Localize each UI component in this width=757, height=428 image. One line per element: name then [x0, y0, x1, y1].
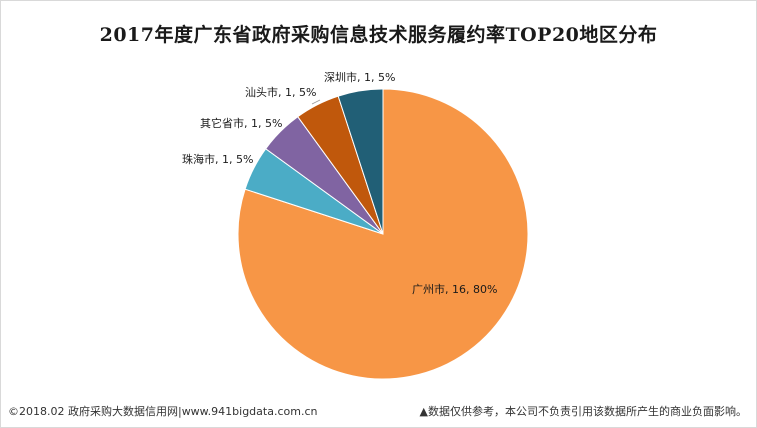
slice-data-label: 珠海市, 1, 5%: [182, 152, 253, 166]
source-credit: ©2018.02 政府采购大数据信用网|www.941bigdata.com.c…: [8, 405, 318, 418]
leader-lines: [311, 99, 321, 105]
leader-line: [311, 99, 321, 105]
slice-data-label: 深圳市, 1, 5%: [324, 70, 395, 84]
pie-slice: [337, 88, 384, 235]
chart-title: 2017年度广东省政府采购信息技术服务履约率TOP20地区分布: [99, 24, 658, 46]
slice-data-label: 其它省市, 1, 5%: [200, 116, 282, 130]
slice-labels: 广州市, 16, 80% 珠海市, 1, 5% 其它省市, 1, 5% 汕头市, 1,…: [182, 70, 497, 296]
disclaimer-note: ▲数据仅供参考，本公司不负责引用该数据所产生的商业负面影响。: [419, 405, 747, 418]
pie-slices: [237, 88, 529, 380]
slice-data-label: 汕头市, 1, 5%: [245, 85, 316, 99]
slice-data-label: 广州市, 16, 80%: [412, 282, 497, 296]
